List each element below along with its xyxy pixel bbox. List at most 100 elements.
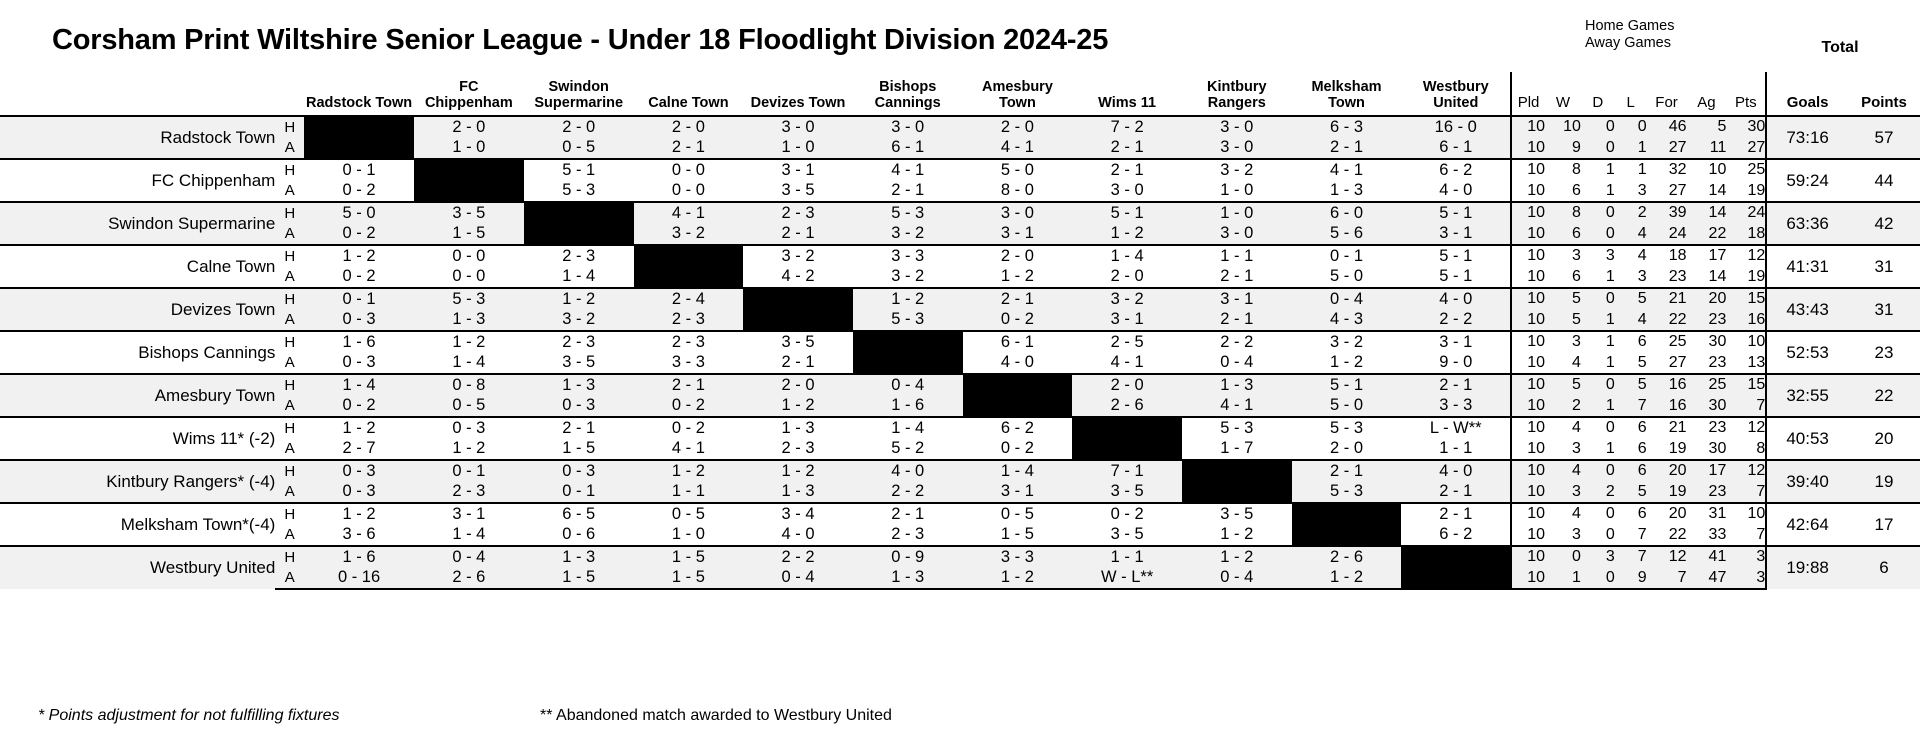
result-cell: 2 - 0	[962, 244, 1073, 267]
result-cell: 2 - 4	[633, 287, 744, 310]
result-cell: 3 - 2	[633, 223, 744, 245]
diagonal-blackout-cell	[743, 287, 853, 310]
stat-cell: 46	[1646, 115, 1687, 138]
stat-cell: 10	[1510, 502, 1546, 525]
stat-cell: 20	[1646, 502, 1687, 525]
stat-cell: 4	[1545, 459, 1581, 482]
result-cell: 0 - 9	[852, 545, 963, 568]
column-header-stat: W	[1555, 94, 1571, 111]
result-cell: 1 - 4	[304, 373, 414, 396]
result-cell: 4 - 0	[1439, 181, 1473, 200]
result-cell: 3 - 3	[671, 353, 705, 372]
column-header-stat: For	[1655, 94, 1678, 111]
result-cell: 6 - 3	[1291, 115, 1402, 138]
stat-cell: 10	[1510, 395, 1546, 417]
stat-cell: 19	[1726, 266, 1768, 288]
result-cell: 3 - 5	[781, 181, 815, 200]
result-cell: 5 - 1	[1291, 373, 1402, 396]
result-cell: L - W**	[1401, 416, 1512, 439]
row-team-name: Bishops Cannings	[0, 330, 276, 374]
result-cell: 7 - 1	[1072, 459, 1182, 482]
result-cell: 3 - 4	[743, 502, 853, 525]
total-goals-cell: 59:24	[1766, 158, 1848, 202]
result-cell: 2 - 2	[743, 545, 853, 568]
column-header-stat: D	[1592, 94, 1604, 111]
stat-cell: 27	[1726, 137, 1768, 159]
stat-cell: 24	[1646, 223, 1687, 245]
table-row: A 0 - 3 1 - 4 3 - 5 3 - 3 2 - 1 4 - 0 4 - 1 0 - …	[0, 352, 1920, 374]
result-cell: 1 - 4	[1072, 244, 1182, 267]
stat-cell: 0	[1605, 525, 1615, 543]
stat-cell: 6	[1545, 223, 1581, 245]
result-cell: 6 - 2	[1401, 158, 1512, 181]
row-home-marker: H	[275, 115, 305, 138]
stat-cell: 7	[1646, 567, 1687, 590]
stat-cell: 15	[1726, 287, 1768, 310]
result-cell: 1 - 0	[1220, 181, 1254, 200]
result-cell: 1 - 2	[962, 567, 1073, 590]
table-row: A 2 - 7 1 - 2 1 - 5 4 - 1 2 - 3 5 - 2 0 - 2 1 - …	[0, 438, 1920, 460]
result-cell: 2 - 1	[1072, 137, 1182, 159]
grid-header-row: Radstock Town FC Chippenham Swindon Superm…	[0, 72, 1920, 116]
result-cell: 1 - 2	[1072, 223, 1182, 245]
footnote-points-adjustment: * Points adjustment for not fulfilling f…	[38, 707, 340, 724]
row-away-marker: A	[284, 440, 295, 458]
result-cell: 1 - 2	[304, 502, 414, 525]
stat-cell: 14	[1708, 181, 1727, 199]
result-cell: 4 - 1	[1291, 158, 1402, 181]
result-cell: 2 - 1	[1401, 481, 1512, 503]
row-home-marker: H	[275, 373, 305, 396]
header-ha-spacer	[275, 72, 304, 116]
result-cell: 4 - 3	[1291, 309, 1402, 331]
result-cell: 6 - 1	[962, 330, 1073, 353]
stat-cell: 19	[1726, 180, 1768, 202]
result-cell: 1 - 1	[1072, 545, 1182, 568]
result-cell: 1 - 0	[413, 137, 524, 159]
stat-cell: 30	[1726, 115, 1768, 138]
diagonal-blackout-cell	[962, 373, 1073, 396]
stat-cell: 10	[1510, 459, 1546, 482]
diagonal-blackout-cell	[413, 180, 524, 202]
row-team-name: Amesbury Town	[0, 373, 276, 417]
result-cell: 3 - 1	[413, 502, 524, 525]
stat-cell: 10	[1510, 330, 1546, 353]
total-points-cell: 31	[1847, 287, 1920, 331]
result-cell: 2 - 1	[1291, 459, 1402, 482]
stat-cell: 23	[1668, 267, 1687, 285]
stat-cell: 16	[1646, 395, 1687, 417]
total-goals-cell: 42:64	[1766, 502, 1848, 546]
result-cell: 0 - 5	[633, 502, 744, 525]
result-cell: 8 - 0	[1000, 181, 1034, 200]
stat-cell: 0	[1580, 416, 1615, 439]
stat-cell: 4	[1545, 502, 1581, 525]
table-row: A 0 - 2 5 - 3 0 - 0 3 - 5 2 - 1 8 - 0 3 - 0 1 - …	[0, 180, 1920, 202]
result-cell: 1 - 4	[962, 459, 1073, 482]
result-cell: 1 - 0	[1181, 201, 1292, 224]
result-cell: 0 - 5	[413, 395, 524, 417]
result-cell: 0 - 1	[523, 481, 634, 503]
stat-cell: 3	[1580, 244, 1615, 267]
result-cell: 2 - 7	[342, 439, 376, 458]
stat-cell: 30	[1708, 439, 1727, 457]
result-cell: 4 - 0	[852, 459, 963, 482]
stat-cell: 10	[1510, 545, 1546, 568]
stat-cell: 1	[1580, 330, 1615, 353]
stat-cell: 1	[1614, 158, 1647, 181]
stat-cell: 10	[1510, 223, 1546, 245]
stat-cell: 6	[1572, 181, 1581, 199]
result-cell: 1 - 4	[852, 416, 963, 439]
stat-cell: 0	[1580, 137, 1615, 159]
total-points-cell: 57	[1847, 115, 1920, 159]
result-cell: 2 - 3	[891, 525, 925, 544]
stat-cell: 1	[1545, 567, 1581, 590]
diagonal-blackout-cell	[413, 158, 524, 181]
result-cell: 0 - 4	[743, 567, 853, 590]
column-header-team: FC Chippenham	[424, 79, 513, 111]
result-cell: 4 - 2	[781, 267, 815, 286]
stat-cell: 10	[1726, 502, 1768, 525]
result-cell: 5 - 3	[413, 287, 524, 310]
